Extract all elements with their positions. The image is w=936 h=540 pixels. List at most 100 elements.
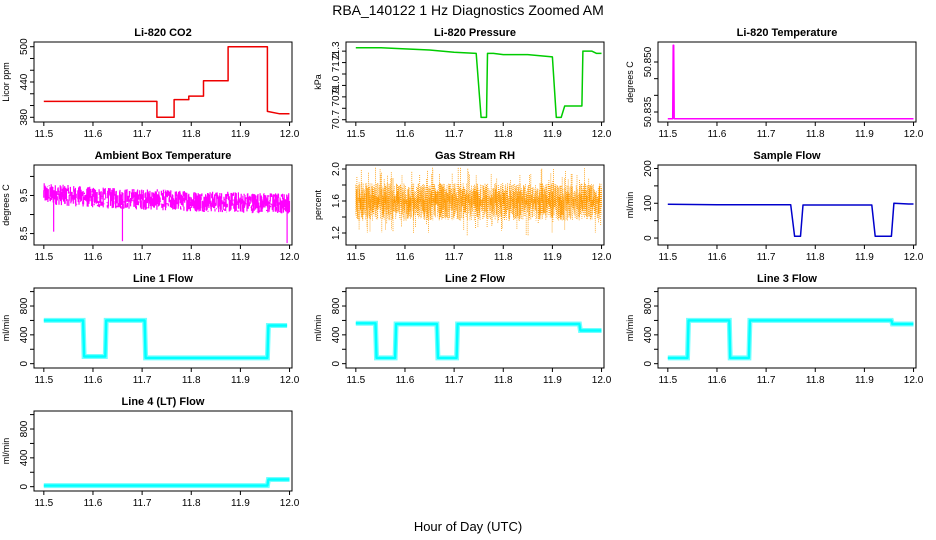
- y-tick-label: 0: [19, 483, 30, 489]
- y-tick-label: 500: [19, 38, 30, 55]
- series-noise-band: [43, 477, 290, 489]
- x-tick-label: 11.7: [445, 375, 464, 386]
- x-tick-label: 12.0: [280, 252, 300, 263]
- x-tick-label: 11.7: [133, 375, 152, 386]
- plot-frame: [33, 41, 293, 123]
- y-axis-label: degrees C: [625, 61, 635, 103]
- plot-frame: [33, 410, 293, 492]
- x-tick-label: 11.5: [34, 129, 53, 140]
- x-tick-label: 11.5: [34, 498, 53, 509]
- x-tick-label: 11.6: [396, 252, 415, 263]
- x-tick-label: 11.7: [445, 129, 464, 140]
- x-tick-label: 11.8: [182, 252, 201, 263]
- y-axis-label: percent: [313, 189, 323, 220]
- y-tick-label: 2.0: [331, 162, 342, 176]
- panel-6: Sample Flow 11.5 11.6 11.7 11.8 11.9 12.0 0 100 2…: [625, 150, 924, 263]
- plot-frame: [657, 41, 917, 123]
- panel-title: Line 4 (LT) Flow: [122, 396, 205, 408]
- y-axis-label: kPa: [313, 74, 323, 90]
- y-axis-label: degrees C: [1, 184, 11, 226]
- series-line: [667, 44, 914, 120]
- y-axis-label: ml/min: [625, 192, 635, 219]
- x-tick-label: 11.6: [84, 129, 103, 140]
- series-line: [667, 202, 914, 238]
- y-tick-label: 8.5: [19, 226, 30, 240]
- series-line: [43, 45, 290, 119]
- x-tick-label: 11.8: [494, 252, 513, 263]
- y-tick-label: 400: [643, 326, 654, 343]
- x-tick-label: 11.5: [346, 375, 365, 386]
- x-tick-label: 12.0: [904, 375, 924, 386]
- series-line: [43, 183, 291, 214]
- y-tick-label: 800: [19, 297, 30, 314]
- y-tick-label: 400: [19, 326, 30, 343]
- panel-title: Sample Flow: [753, 150, 821, 162]
- x-tick-label: 11.7: [757, 252, 776, 263]
- y-tick-label: 200: [643, 160, 654, 177]
- x-tick-label: 11.9: [231, 252, 250, 263]
- x-tick-label: 11.5: [658, 129, 677, 140]
- panel-7: Line 1 Flow 11.5 11.6 11.7 11.8 11.9 12.0 0 400 8…: [1, 273, 300, 386]
- panel-title: Line 1 Flow: [133, 273, 193, 285]
- x-tick-label: 11.8: [182, 375, 201, 386]
- x-tick-label: 11.6: [84, 498, 103, 509]
- y-tick-label: 100: [643, 194, 654, 211]
- series-noise-band: [355, 320, 602, 361]
- x-tick-label: 11.9: [855, 129, 874, 140]
- x-tick-label: 11.7: [757, 129, 776, 140]
- x-tick-label: 12.0: [592, 129, 612, 140]
- x-tick-label: 11.6: [84, 252, 103, 263]
- series-line: [667, 319, 914, 360]
- series-noise-band: [43, 317, 288, 361]
- x-tick-label: 11.7: [133, 252, 152, 263]
- x-tick-label: 11.5: [658, 252, 677, 263]
- plot-frame: [657, 164, 917, 246]
- x-tick-label: 11.5: [346, 129, 365, 140]
- y-tick-label: 800: [331, 297, 342, 314]
- x-tick-label: 11.8: [494, 375, 513, 386]
- y-tick-label: 1.2: [331, 226, 342, 240]
- y-axis-label: ml/min: [625, 315, 635, 342]
- x-tick-label: 11.6: [708, 252, 727, 263]
- x-tick-label: 11.8: [494, 129, 513, 140]
- x-tick-label: 11.5: [34, 375, 53, 386]
- x-tick-label: 11.7: [445, 252, 464, 263]
- x-tick-label: 11.8: [806, 252, 825, 263]
- y-tick-label: 50.850: [643, 46, 654, 77]
- x-tick-label: 11.7: [757, 375, 776, 386]
- panel-10: Line 4 (LT) Flow 11.5 11.6 11.7 11.8 11.9 12.0…: [1, 396, 300, 509]
- series-noise-band: [667, 317, 914, 361]
- panel-9: Line 3 Flow 11.5 11.6 11.7 11.8 11.9 12.0 0 400 8…: [625, 273, 924, 386]
- x-tick-label: 11.8: [182, 129, 201, 140]
- y-tick-label: 9.5: [19, 188, 30, 202]
- y-axis-label: ml/min: [1, 315, 11, 342]
- x-tick-label: 11.9: [543, 375, 562, 386]
- x-tick-label: 11.7: [133, 498, 152, 509]
- panel-1: Li-820 CO2 11.5 11.6 11.7 11.8 11.9 12.0 380 440…: [1, 27, 300, 140]
- panel-8: Line 2 Flow 11.5 11.6 11.7 11.8 11.9 12.0 0 400 8…: [313, 273, 612, 386]
- x-tick-label: 11.6: [84, 375, 103, 386]
- x-tick-label: 11.6: [708, 375, 727, 386]
- x-tick-label: 11.7: [133, 129, 152, 140]
- figure-title: RBA_140122 1 Hz Diagnostics Zoomed AM: [332, 2, 604, 18]
- series-line: [43, 319, 288, 360]
- plot-frame: [345, 287, 605, 369]
- y-axis-label: Licor ppm: [1, 62, 11, 102]
- y-tick-label: 70.9: [331, 87, 342, 107]
- panel-title: Li-820 Pressure: [434, 27, 516, 39]
- series-points: [355, 167, 602, 237]
- x-tick-label: 12.0: [592, 375, 612, 386]
- x-tick-label: 11.9: [543, 252, 562, 263]
- series-line: [355, 46, 602, 119]
- plot-frame: [345, 164, 605, 246]
- y-tick-label: 1.6: [331, 194, 342, 208]
- plot-frame: [33, 287, 293, 369]
- y-tick-label: 800: [19, 420, 30, 437]
- x-tick-label: 11.9: [855, 375, 874, 386]
- y-tick-label: 0: [331, 360, 342, 366]
- panel-5: Gas Stream RH 11.5 11.6 11.7 11.8 11.9 12.0 1.2…: [313, 150, 612, 263]
- series-line: [355, 322, 602, 360]
- panel-title: Ambient Box Temperature: [95, 150, 232, 162]
- x-axis-label: Hour of Day (UTC): [414, 519, 522, 534]
